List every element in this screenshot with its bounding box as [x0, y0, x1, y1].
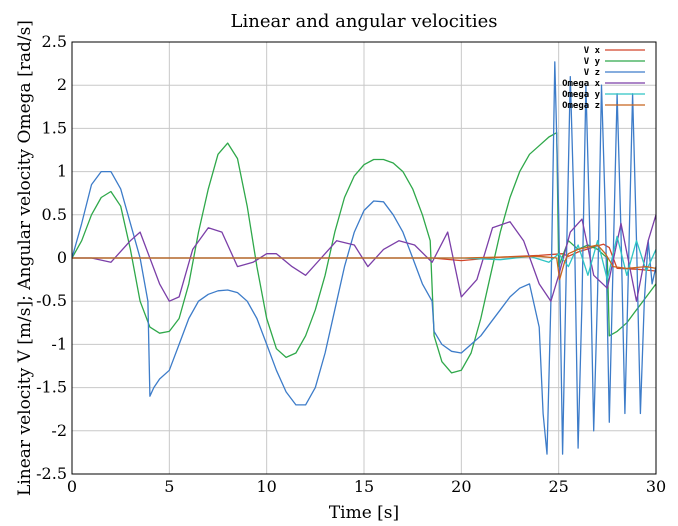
chart-title: Linear and angular velocities — [231, 11, 498, 32]
x-tick-label-0: 0 — [67, 477, 77, 496]
legend-label-4: Omega y — [562, 90, 601, 100]
legend-label-0: V x — [584, 46, 601, 56]
y-tick-label-7: 1 — [57, 162, 67, 181]
legend-label-5: Omega z — [562, 101, 600, 111]
y-tick-label-4: -0.5 — [36, 291, 67, 310]
x-tick-label-3: 15 — [354, 477, 374, 496]
y-tick-label-1: -2 — [51, 421, 67, 440]
x-tick-label-4: 20 — [451, 477, 471, 496]
x-tick-label-5: 25 — [548, 477, 568, 496]
y-tick-label-6: 0.5 — [42, 205, 67, 224]
y-tick-label-9: 2 — [57, 75, 67, 94]
legend-label-3: Omega x — [562, 79, 601, 89]
x-tick-label-2: 10 — [256, 477, 276, 496]
x-tick-label-1: 5 — [164, 477, 174, 496]
legend-label-2: V z — [584, 68, 600, 78]
y-tick-label-2: -1.5 — [36, 378, 67, 397]
y-tick-label-3: -1 — [51, 334, 67, 353]
y-tick-label-8: 1.5 — [42, 118, 67, 137]
x-tick-label-6: 30 — [646, 477, 666, 496]
y-axis-label: Linear velocity V [m/s]; Angular velocit… — [15, 20, 35, 496]
y-tick-label-10: 2.5 — [42, 32, 67, 51]
y-tick-label-0: -2.5 — [36, 464, 67, 483]
y-tick-label-5: 0 — [57, 248, 67, 267]
x-axis-label: Time [s] — [329, 503, 399, 523]
legend-label-1: V y — [584, 57, 601, 67]
